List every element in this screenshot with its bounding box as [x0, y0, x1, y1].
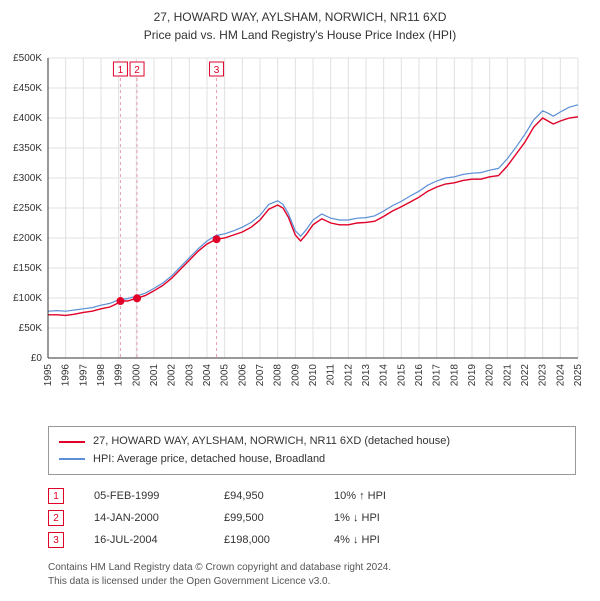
svg-text:2005: 2005 [220, 364, 231, 387]
sale-diff: 1% ↓ HPI [334, 512, 424, 524]
price-chart: £0 £50K £100K £150K £200K £250K £300K £350K £400… [0, 48, 600, 418]
svg-text:2001: 2001 [149, 364, 160, 387]
sales-table: 1 05-FEB-1999 £94,950 10% ↑ HPI 2 14-JAN… [48, 485, 576, 551]
svg-text:2020: 2020 [485, 364, 496, 387]
svg-text:2016: 2016 [414, 364, 425, 387]
legend-label: 27, HOWARD WAY, AYLSHAM, NORWICH, NR11 6… [93, 433, 450, 451]
svg-text:£350K: £350K [13, 143, 42, 154]
legend-item: HPI: Average price, detached house, Broa… [59, 451, 565, 469]
svg-text:1998: 1998 [96, 364, 107, 387]
page-subtitle: Price paid vs. HM Land Registry's House … [0, 26, 600, 48]
svg-text:2018: 2018 [449, 364, 460, 387]
footer-line: This data is licensed under the Open Gov… [48, 575, 576, 589]
footer-line: Contains HM Land Registry data © Crown c… [48, 561, 576, 575]
svg-text:2: 2 [134, 65, 140, 76]
legend-item: 27, HOWARD WAY, AYLSHAM, NORWICH, NR11 6… [59, 433, 565, 451]
svg-text:2007: 2007 [255, 364, 266, 387]
sales-row: 3 16-JUL-2004 £198,000 4% ↓ HPI [48, 529, 576, 551]
sale-date: 14-JAN-2000 [94, 512, 194, 524]
svg-text:£450K: £450K [13, 83, 42, 94]
svg-text:£50K: £50K [19, 323, 43, 334]
svg-text:2019: 2019 [467, 364, 478, 387]
sales-row: 1 05-FEB-1999 £94,950 10% ↑ HPI [48, 485, 576, 507]
svg-text:2023: 2023 [538, 364, 549, 387]
svg-text:2013: 2013 [361, 364, 372, 387]
sale-price: £198,000 [224, 534, 304, 546]
svg-text:2010: 2010 [308, 364, 319, 387]
svg-text:£150K: £150K [13, 263, 42, 274]
svg-text:2014: 2014 [379, 364, 390, 387]
sale-date: 16-JUL-2004 [94, 534, 194, 546]
sale-marker-icon: 1 [48, 488, 64, 504]
svg-text:2025: 2025 [573, 364, 584, 387]
sale-marker-icon: 3 [48, 532, 64, 548]
sale-price: £94,950 [224, 490, 304, 502]
sale-diff: 4% ↓ HPI [334, 534, 424, 546]
svg-text:1996: 1996 [61, 364, 72, 387]
svg-text:£250K: £250K [13, 203, 42, 214]
svg-text:1997: 1997 [78, 364, 89, 387]
svg-text:£100K: £100K [13, 293, 42, 304]
svg-text:£400K: £400K [13, 113, 42, 124]
legend: 27, HOWARD WAY, AYLSHAM, NORWICH, NR11 6… [48, 426, 576, 475]
svg-text:2008: 2008 [273, 364, 284, 387]
svg-text:£500K: £500K [13, 53, 42, 64]
footer: Contains HM Land Registry data © Crown c… [48, 561, 576, 601]
svg-text:1: 1 [118, 65, 124, 76]
svg-text:2009: 2009 [290, 364, 301, 387]
svg-text:2012: 2012 [343, 364, 354, 387]
sale-marker-icon: 2 [48, 510, 64, 526]
svg-text:2024: 2024 [555, 364, 566, 387]
svg-text:£300K: £300K [13, 173, 42, 184]
svg-text:1999: 1999 [114, 364, 125, 387]
svg-text:2021: 2021 [502, 364, 513, 387]
svg-text:£0: £0 [31, 353, 43, 364]
page-title: 27, HOWARD WAY, AYLSHAM, NORWICH, NR11 6… [0, 8, 600, 26]
svg-text:2003: 2003 [184, 364, 195, 387]
svg-text:2017: 2017 [432, 364, 443, 387]
svg-text:2002: 2002 [167, 364, 178, 387]
svg-text:1995: 1995 [43, 364, 54, 387]
svg-text:3: 3 [214, 65, 220, 76]
svg-text:2015: 2015 [396, 364, 407, 387]
sale-diff: 10% ↑ HPI [334, 490, 424, 502]
legend-label: HPI: Average price, detached house, Broa… [93, 451, 325, 469]
svg-text:2011: 2011 [326, 364, 337, 386]
svg-text:2006: 2006 [237, 364, 248, 387]
svg-text:2000: 2000 [131, 364, 142, 387]
svg-text:2022: 2022 [520, 364, 531, 387]
sales-row: 2 14-JAN-2000 £99,500 1% ↓ HPI [48, 507, 576, 529]
sale-date: 05-FEB-1999 [94, 490, 194, 502]
svg-text:2004: 2004 [202, 364, 213, 387]
sale-price: £99,500 [224, 512, 304, 524]
svg-text:£200K: £200K [13, 233, 42, 244]
